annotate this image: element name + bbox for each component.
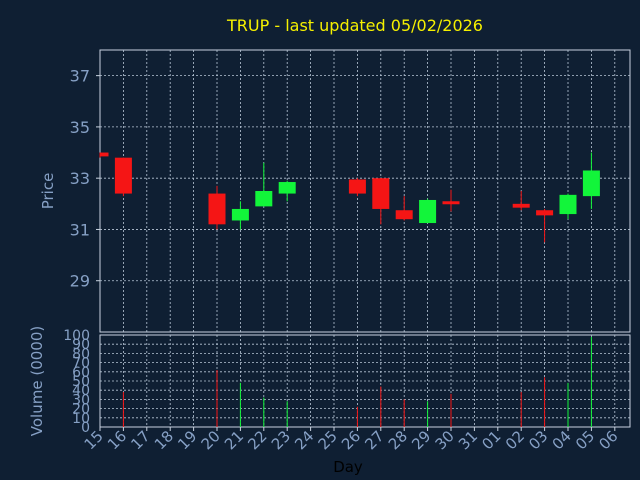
x-tick-label: 19 — [174, 427, 200, 453]
price-tick-label: 37 — [70, 67, 90, 86]
candle-body — [208, 193, 226, 225]
volume-tick-label: 50 — [72, 374, 90, 390]
x-tick-label: 01 — [478, 427, 504, 453]
candle — [208, 185, 226, 230]
candle-body — [536, 210, 554, 216]
candle — [348, 178, 366, 197]
x-tick-label: 28 — [385, 427, 411, 453]
candle — [231, 201, 249, 230]
candle-body — [559, 194, 577, 215]
candle-body — [419, 199, 437, 224]
x-tick-label: 24 — [291, 427, 317, 453]
candle-body — [114, 157, 132, 194]
x-tick-label: 20 — [198, 427, 224, 453]
candle — [419, 198, 437, 224]
candle — [559, 193, 577, 220]
price-tick-label: 35 — [70, 118, 90, 137]
candle — [512, 191, 530, 211]
x-tick-label: 23 — [268, 427, 294, 453]
x-tick-label: 26 — [338, 427, 364, 453]
candle — [536, 208, 554, 243]
candle — [442, 189, 460, 212]
volume-tick-label: 70 — [72, 356, 90, 372]
candle-body — [278, 182, 296, 194]
volume-tick-label: 20 — [72, 402, 90, 418]
candles — [99, 152, 600, 243]
candle-body — [100, 152, 109, 157]
volume-grid — [100, 335, 630, 427]
price-tick-label: 29 — [70, 272, 90, 291]
x-tick-label: 31 — [455, 427, 481, 453]
candle — [395, 196, 413, 221]
x-tick-label: 18 — [151, 427, 177, 453]
x-tick-label: 04 — [549, 427, 575, 453]
volume-tick-label: 80 — [72, 346, 90, 362]
candle — [255, 162, 273, 207]
x-tick-labels: 1516171819202122232425262728293031010203… — [81, 427, 622, 453]
volume-axis-label: Volume (0000) — [28, 326, 46, 436]
x-tick-label: 25 — [315, 427, 341, 453]
candle-body — [582, 170, 600, 197]
x-tick-label: 27 — [361, 427, 387, 453]
candle-body — [231, 208, 249, 221]
candle-body — [372, 178, 390, 209]
candle — [582, 152, 600, 209]
x-tick-label: 05 — [572, 427, 598, 453]
x-tick-label: 06 — [595, 427, 621, 453]
candle-body — [395, 210, 413, 220]
x-tick-label: 16 — [104, 427, 130, 453]
candle — [114, 157, 132, 197]
candle — [278, 180, 296, 202]
volume-tick-label: 60 — [72, 365, 90, 381]
x-axis-label: Day — [333, 458, 363, 476]
price-tick-label: 33 — [70, 169, 90, 188]
candle — [372, 178, 390, 225]
volume-tick-label: 90 — [72, 337, 90, 353]
volume-tick-label: 0 — [81, 420, 90, 436]
price-panel-frame — [99, 49, 631, 333]
volume-bars — [122, 336, 592, 427]
candle-body — [255, 191, 273, 207]
price-axis-label: Price — [39, 173, 57, 210]
x-tick-label: 29 — [408, 427, 434, 453]
volume-tick-label: 10 — [72, 411, 90, 427]
x-tick-label: 30 — [432, 427, 458, 453]
volume-tick-label: 30 — [72, 392, 90, 408]
price-y-tick-labels: 29 31 33 35 37 — [70, 67, 100, 291]
candle-body — [442, 201, 460, 205]
x-tick-label: 22 — [244, 427, 270, 453]
volume-tick-label: 40 — [72, 383, 90, 399]
x-tick-label: 21 — [221, 427, 247, 453]
x-tick-label: 17 — [127, 427, 153, 453]
candle-body — [348, 179, 366, 194]
x-tick-label: 03 — [525, 427, 551, 453]
candle-body — [512, 203, 530, 208]
x-tick-label: 02 — [502, 427, 528, 453]
chart-title: TRUP - last updated 05/02/2026 — [226, 16, 483, 35]
volume-tick-label: 100 — [63, 328, 90, 344]
price-tick-label: 31 — [70, 220, 90, 239]
candle — [99, 152, 109, 158]
